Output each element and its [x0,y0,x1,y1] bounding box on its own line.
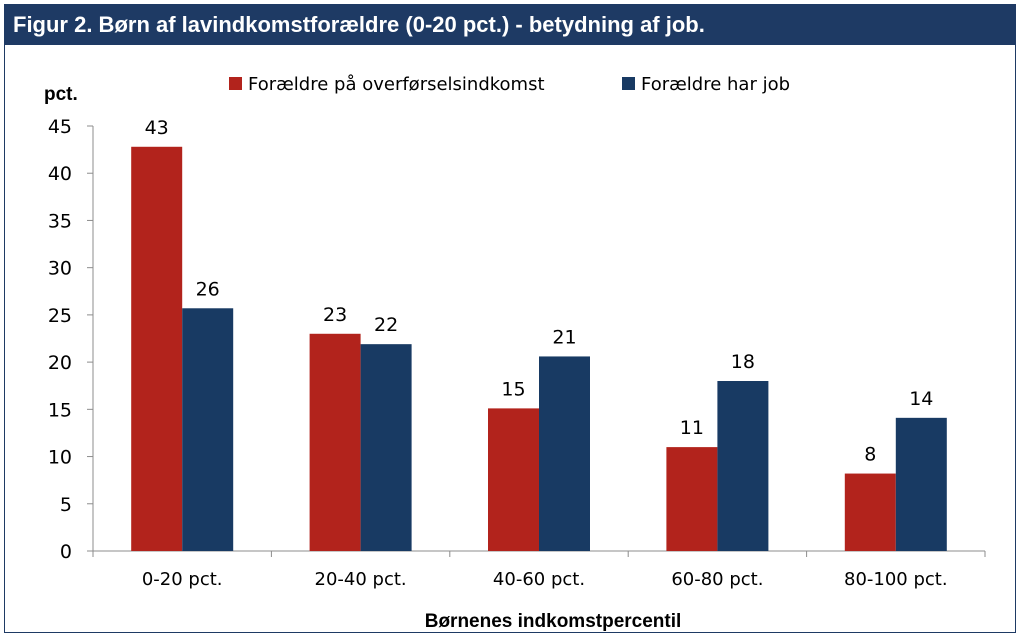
legend-label-series-2: Forældre har job [641,74,790,95]
y-tick-label: 25 [48,305,72,327]
data-label-series-1: 43 [145,117,169,139]
y-tick-label: 45 [48,116,72,138]
data-label-series-2: 14 [909,388,933,410]
y-axis-label: pct. [44,84,78,105]
x-axis-label: Børnenes indkomstpercentil [425,611,682,632]
bar-series-1 [488,408,539,551]
x-tick-label: 60-80 pct. [671,569,763,590]
legend: Forældre på overførselsindkomst Forældre… [229,74,790,95]
y-tick-label: 30 [48,258,72,280]
data-label-series-1: 11 [680,417,704,439]
y-tick-label: 40 [48,163,72,185]
data-label-series-1: 23 [323,304,347,326]
bar-series-2 [360,344,412,551]
y-tick-label: 5 [60,494,72,516]
x-tick-label: 20-40 pct. [315,569,407,590]
legend-label-series-1: Forældre på overførselsindkomst [248,74,545,95]
bar-series-1 [666,447,718,551]
bar-series-1 [309,333,361,551]
data-label-series-2: 22 [374,314,398,336]
y-tick-label: 0 [60,541,72,563]
y-tick-label: 35 [48,210,72,232]
bar-series-2 [539,356,590,551]
y-tick-label: 15 [48,399,72,421]
data-label-series-2: 18 [731,351,755,373]
y-tick-label: 20 [48,352,72,374]
figure-title: Figur 2. Børn af lavindkomstforældre (0-… [5,5,1015,45]
bar-series-2 [182,308,234,551]
bar-series-2 [895,417,947,551]
data-label-series-1: 15 [501,378,525,400]
legend-swatch-series-2 [622,77,635,90]
bar-series-1 [131,146,183,551]
x-tick-label: 40-60 pct. [493,569,585,590]
legend-swatch-series-1 [229,77,242,90]
bar-series-1 [844,473,896,551]
x-tick-label: 80-100 pct. [844,569,948,590]
data-label-series-2: 26 [196,278,220,300]
y-tick-label: 10 [48,447,72,469]
data-label-series-1: 8 [864,444,876,466]
data-label-series-2: 21 [552,326,576,348]
x-tick-label: 0-20 pct. [142,569,223,590]
bar-series-2 [717,381,769,551]
